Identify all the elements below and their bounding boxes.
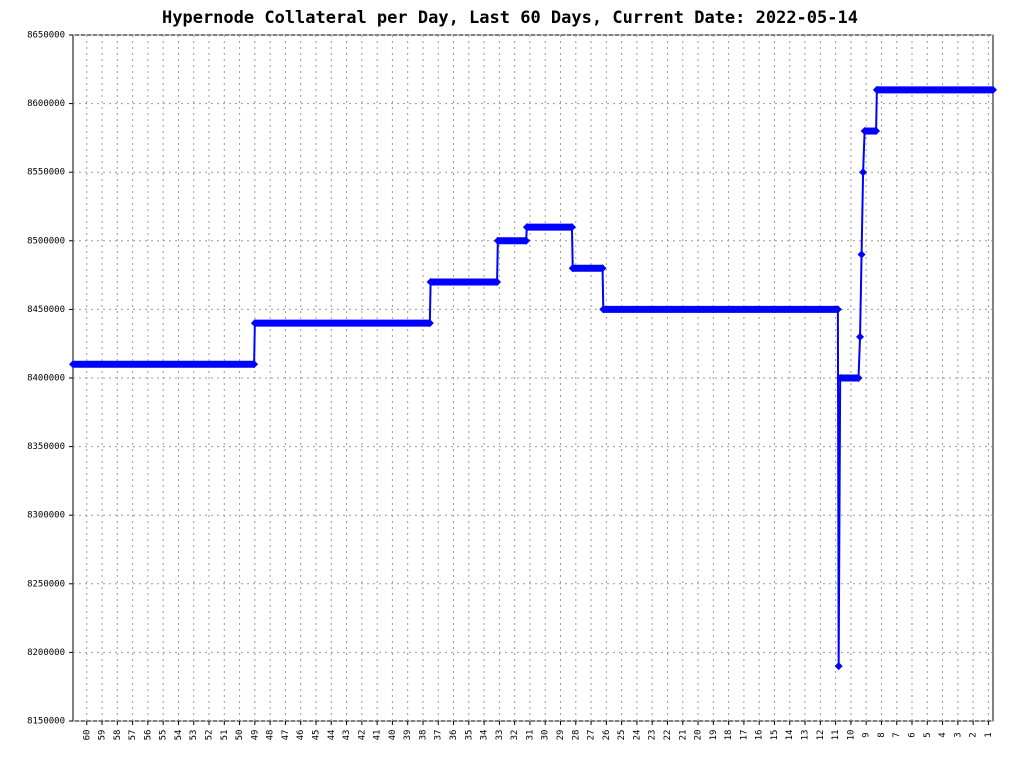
x-tick-label: 35 (464, 730, 474, 741)
x-tick-label: 50 (235, 730, 245, 741)
x-tick-label: 6 (908, 732, 918, 737)
x-tick-label: 31 (525, 730, 535, 741)
x-tick-label: 2 (969, 732, 979, 737)
x-tick-label: 17 (739, 730, 749, 741)
x-tick-label: 30 (541, 730, 551, 741)
x-tick-label: 59 (98, 730, 108, 741)
x-tick-label: 46 (296, 730, 306, 741)
x-tick-label: 15 (770, 730, 780, 741)
y-tick-label: 8550000 (27, 168, 65, 178)
x-tick-label: 26 (602, 730, 612, 741)
y-tick-label: 8600000 (27, 99, 65, 109)
x-tick-label: 4 (938, 732, 948, 737)
x-tick-label: 29 (556, 730, 566, 741)
x-tick-label: 13 (801, 730, 811, 741)
x-tick-label: 39 (403, 730, 413, 741)
x-tick-label: 23 (648, 730, 658, 741)
x-tick-label: 3 (953, 732, 963, 737)
x-tick-label: 5 (923, 732, 933, 737)
data-point (856, 332, 865, 341)
y-tick-label: 8450000 (27, 305, 65, 315)
y-tick-label: 8300000 (27, 511, 65, 521)
y-tick-label: 8400000 (27, 374, 65, 384)
x-tick-label: 14 (785, 730, 795, 741)
x-tick-label: 8 (877, 732, 887, 737)
chart-title: Hypernode Collateral per Day, Last 60 Da… (162, 8, 858, 28)
y-tick-label: 8150000 (27, 717, 65, 727)
data-point (859, 168, 868, 177)
y-tick-label: 8500000 (27, 236, 65, 246)
x-tick-label: 18 (724, 730, 734, 741)
x-tick-label: 33 (495, 730, 505, 741)
x-tick-label: 41 (373, 730, 383, 741)
x-tick-label: 36 (449, 730, 459, 741)
x-tick-label: 44 (327, 730, 337, 741)
x-tick-label: 60 (82, 730, 92, 741)
data-point (834, 662, 843, 671)
x-tick-label: 7 (892, 732, 902, 737)
x-tick-label: 10 (846, 730, 856, 741)
y-tick-label: 8650000 (27, 31, 65, 41)
x-tick-label: 27 (587, 730, 597, 741)
x-tick-label: 21 (678, 730, 688, 741)
x-tick-label: 11 (831, 730, 841, 741)
x-tick-label: 1 (984, 732, 994, 737)
x-tick-label: 54 (174, 730, 184, 741)
x-tick-label: 49 (250, 730, 260, 741)
x-tick-label: 47 (281, 730, 291, 741)
x-tick-label: 19 (709, 730, 719, 741)
x-tick-label: 52 (205, 730, 215, 741)
x-tick-label: 34 (480, 730, 490, 741)
x-tick-label: 48 (266, 730, 276, 741)
x-tick-label: 20 (694, 730, 704, 741)
x-tick-label: 56 (143, 730, 153, 741)
x-tick-label: 51 (220, 730, 230, 741)
x-tick-label: 9 (862, 732, 872, 737)
x-tick-label: 43 (342, 730, 352, 741)
x-tick-label: 28 (571, 730, 581, 741)
x-tick-label: 55 (159, 730, 169, 741)
x-tick-label: 38 (418, 730, 428, 741)
x-tick-label: 12 (816, 730, 826, 741)
x-tick-label: 58 (113, 730, 123, 741)
x-tick-label: 24 (632, 730, 642, 741)
data-point (857, 250, 866, 259)
x-tick-label: 32 (510, 730, 520, 741)
x-tick-label: 53 (189, 730, 199, 741)
x-tick-label: 16 (755, 730, 765, 741)
x-tick-label: 42 (357, 730, 367, 741)
y-tick-label: 8350000 (27, 442, 65, 452)
series-line (73, 88, 993, 667)
x-tick-label: 22 (663, 730, 673, 741)
x-tick-label: 40 (388, 730, 398, 741)
x-tick-label: 57 (128, 730, 138, 741)
x-tick-label: 37 (434, 730, 444, 741)
y-tick-label: 8250000 (27, 579, 65, 589)
x-tick-label: 25 (617, 730, 627, 741)
x-tick-label: 45 (311, 730, 321, 741)
y-tick-label: 8200000 (27, 648, 65, 658)
